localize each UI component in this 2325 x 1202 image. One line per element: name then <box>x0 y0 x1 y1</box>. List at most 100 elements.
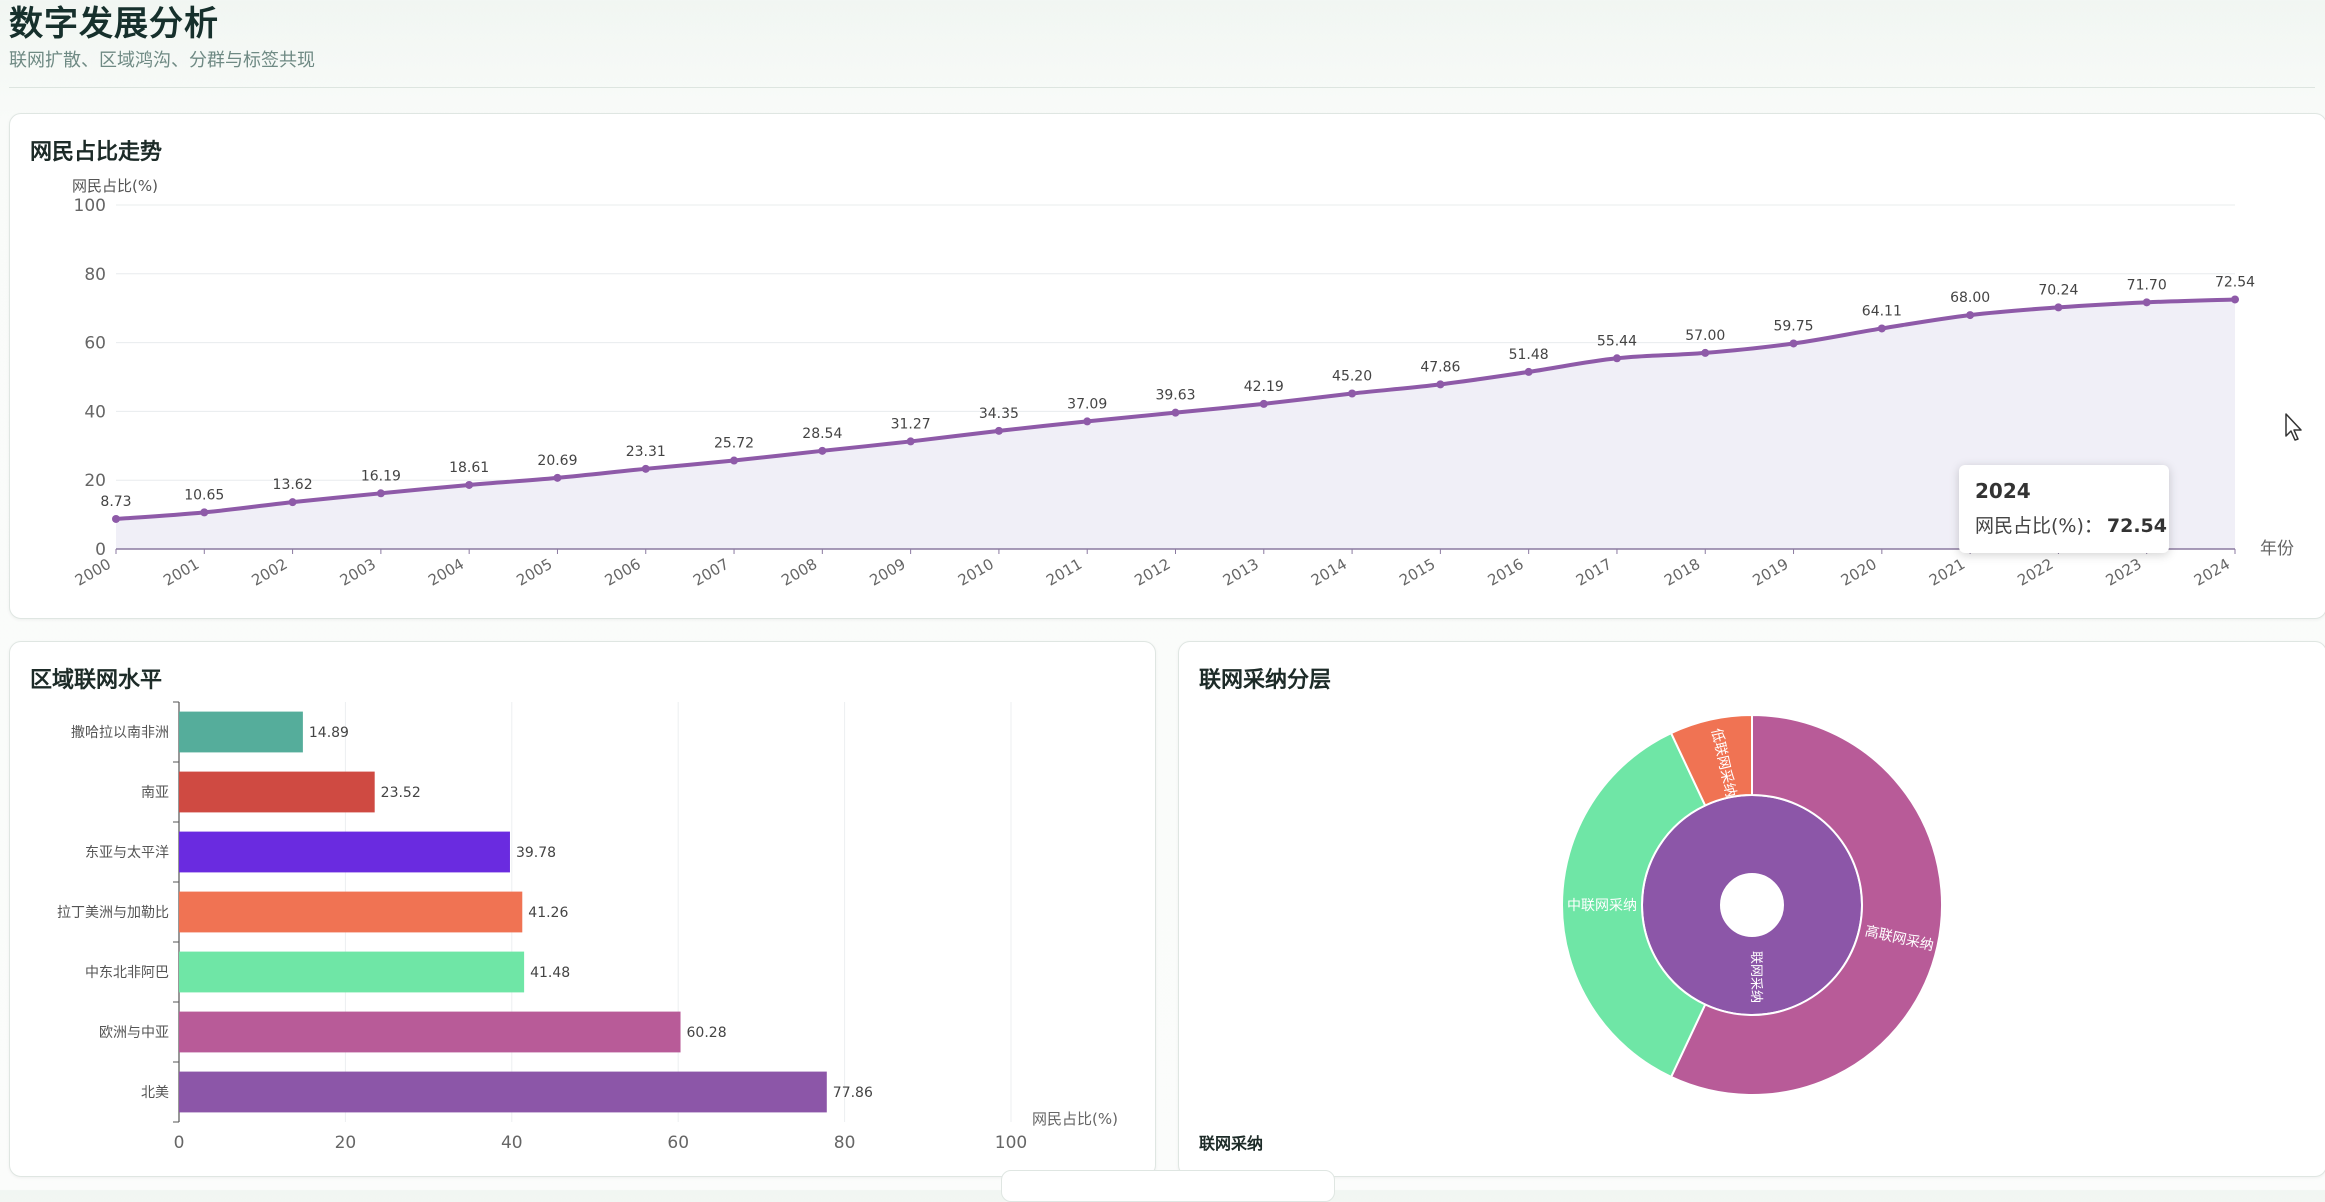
data-label: 20.69 <box>537 453 577 469</box>
mouse-cursor-icon <box>2284 412 2306 446</box>
bottom-tab <box>1001 1170 1335 1202</box>
adoption-panel: 联网采纳分层 联网采纳 高联网采纳 中联网采纳 低联网采纳 联网采纳 <box>1178 641 2325 1177</box>
category-label: 东亚与太平洋 <box>85 845 169 861</box>
x-tick-label: 2011 <box>1043 555 1085 590</box>
x-tick-label: 2008 <box>778 555 820 590</box>
x-tick-label: 2021 <box>1926 555 1968 590</box>
sunburst-segment <box>1561 731 1707 1079</box>
category-label: 南亚 <box>141 785 169 801</box>
trend-panel: 网民占比走势 0 20 40 60 80 100 网民占比(%) 8.73 2000 10.65 2… <box>9 113 2325 619</box>
sunburst-segment-label: 中联网采纳 <box>1567 898 1637 914</box>
data-point <box>1966 311 1975 320</box>
data-point <box>1789 339 1798 348</box>
tooltip-year: 2024 <box>1975 479 2031 503</box>
x-tick-label: 2009 <box>867 555 909 590</box>
data-label: 42.19 <box>1244 379 1284 395</box>
data-label: 13.62 <box>273 477 313 493</box>
data-point <box>288 498 297 507</box>
x-tick-label: 100 <box>995 1133 1027 1153</box>
x-tick-label: 2000 <box>72 555 114 590</box>
x-tick-label: 2016 <box>1485 555 1527 590</box>
tooltip-label: 网民占比(%)： <box>1975 515 2103 537</box>
sunburst-segment <box>1669 713 1753 807</box>
x-tick-label: 2010 <box>955 555 997 590</box>
data-label: 55.44 <box>1597 333 1637 349</box>
category-label: 中东北非阿巴 <box>85 965 169 981</box>
data-point <box>2054 303 2063 312</box>
data-label: 47.86 <box>1420 359 1460 375</box>
x-tick-label: 2017 <box>1573 555 1615 590</box>
y-axis-label: 网民占比(%) <box>72 177 158 195</box>
data-point <box>2142 298 2151 307</box>
data-point <box>906 437 915 446</box>
x-tick-label: 2019 <box>1749 555 1791 590</box>
data-label: 8.73 <box>100 494 131 510</box>
bar-value-label: 23.52 <box>381 785 421 801</box>
data-point <box>994 426 1003 435</box>
data-label: 25.72 <box>714 436 754 452</box>
data-point <box>641 464 650 473</box>
x-tick-label: 2024 <box>2191 555 2233 590</box>
tooltip-row: 网民占比(%)： 72.54 <box>1975 511 2167 538</box>
y-tick-label: 40 <box>84 402 106 422</box>
y-tick-label: 60 <box>84 334 106 354</box>
data-point <box>1259 399 1268 408</box>
data-label: 45.20 <box>1332 369 1372 385</box>
bar <box>179 831 510 873</box>
x-tick-label: 2005 <box>513 555 555 590</box>
x-tick-label: 80 <box>834 1133 856 1153</box>
x-tick-label: 2015 <box>1396 555 1438 590</box>
bar <box>179 771 375 813</box>
data-label: 71.70 <box>2127 277 2167 293</box>
bar <box>179 891 523 933</box>
x-tick-label: 2004 <box>425 555 467 590</box>
region-bar-chart[interactable]: 0 20 40 60 80 100 14.89 撒哈拉以南非洲 23.52 南亚 39.78 东亚与太… <box>10 642 1155 1176</box>
data-label: 23.31 <box>626 444 666 460</box>
x-tick-label: 2012 <box>1131 555 1173 590</box>
data-point <box>112 514 120 523</box>
data-point <box>1436 380 1445 389</box>
bar <box>179 1071 827 1113</box>
data-label: 37.09 <box>1067 396 1107 412</box>
data-label: 28.54 <box>802 426 842 442</box>
x-tick-label: 2007 <box>690 555 732 590</box>
x-tick-label: 2002 <box>249 555 291 590</box>
bar <box>179 711 303 753</box>
category-label: 拉丁美洲与加勒比 <box>57 905 169 921</box>
y-tick-label: 80 <box>84 265 106 285</box>
x-tick-label: 40 <box>501 1133 523 1153</box>
data-point <box>1171 408 1180 417</box>
data-label: 72.54 <box>2215 274 2255 290</box>
data-label: 59.75 <box>1773 318 1813 334</box>
sunburst-root-ring <box>1642 795 1862 1015</box>
data-label: 16.19 <box>361 468 401 484</box>
sunburst-root-label: 联网采纳 <box>1748 951 1763 1003</box>
x-tick-label: 2013 <box>1220 555 1262 590</box>
page-header: 数字发展分析 联网扩散、区域鸿沟、分群与标签共现 <box>9 0 2315 88</box>
bar-value-label: 60.28 <box>687 1025 727 1041</box>
data-point <box>465 480 474 489</box>
page-title: 数字发展分析 <box>9 4 219 44</box>
x-tick-label: 2014 <box>1308 555 1350 590</box>
sunburst-footer-label: 联网采纳 <box>1199 1134 1264 1153</box>
x-tick-label: 60 <box>667 1133 689 1153</box>
category-label: 撒哈拉以南非洲 <box>71 725 169 741</box>
data-label: 39.63 <box>1155 388 1195 404</box>
data-point <box>1348 389 1357 398</box>
data-point <box>2231 295 2239 304</box>
data-point <box>818 446 827 455</box>
x-tick-label: 2022 <box>2014 555 2056 590</box>
data-point <box>1612 354 1621 363</box>
data-label: 64.11 <box>1862 303 1902 319</box>
x-tick-label: 2020 <box>1838 555 1880 590</box>
data-point <box>1083 417 1092 426</box>
data-point <box>730 456 739 465</box>
y-tick-label: 100 <box>74 196 106 216</box>
trend-panel-title: 网民占比走势 <box>30 140 163 165</box>
data-label: 34.35 <box>979 406 1019 422</box>
bar-value-label: 77.86 <box>833 1085 873 1101</box>
data-point <box>1877 324 1886 333</box>
region-panel-title: 区域联网水平 <box>30 668 163 693</box>
